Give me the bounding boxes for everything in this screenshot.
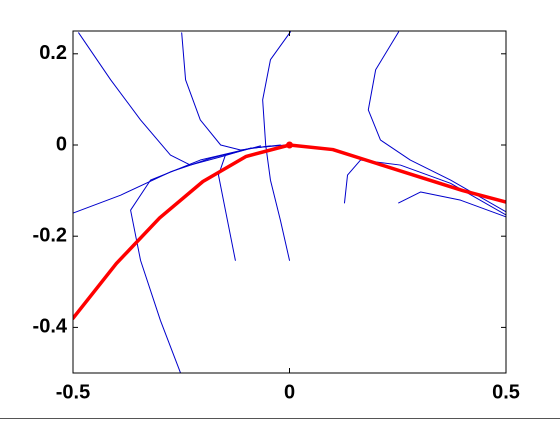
x-tick-label: 0 <box>284 381 295 403</box>
trajectory <box>217 145 261 261</box>
trajectory <box>130 147 252 373</box>
trajectory <box>398 191 506 218</box>
y-tick-label: -0.2 <box>33 224 67 246</box>
point <box>286 141 293 149</box>
plot-layer <box>73 31 506 373</box>
axes-layer: -0.5 0 0.5 -0.4 -0.2 0 0.2 <box>33 31 520 403</box>
plot-area <box>73 31 506 373</box>
x-tick-label: -0.5 <box>56 381 90 403</box>
x-tick-label: 0.5 <box>492 381 520 403</box>
trajectory <box>73 144 287 214</box>
y-tick-label: 0 <box>56 133 67 155</box>
trajectory <box>367 31 506 213</box>
y-tick-label: -0.4 <box>33 316 68 338</box>
y-tick-label: 0.2 <box>39 42 67 64</box>
trajectory <box>262 31 291 261</box>
axes-box <box>72 30 507 374</box>
